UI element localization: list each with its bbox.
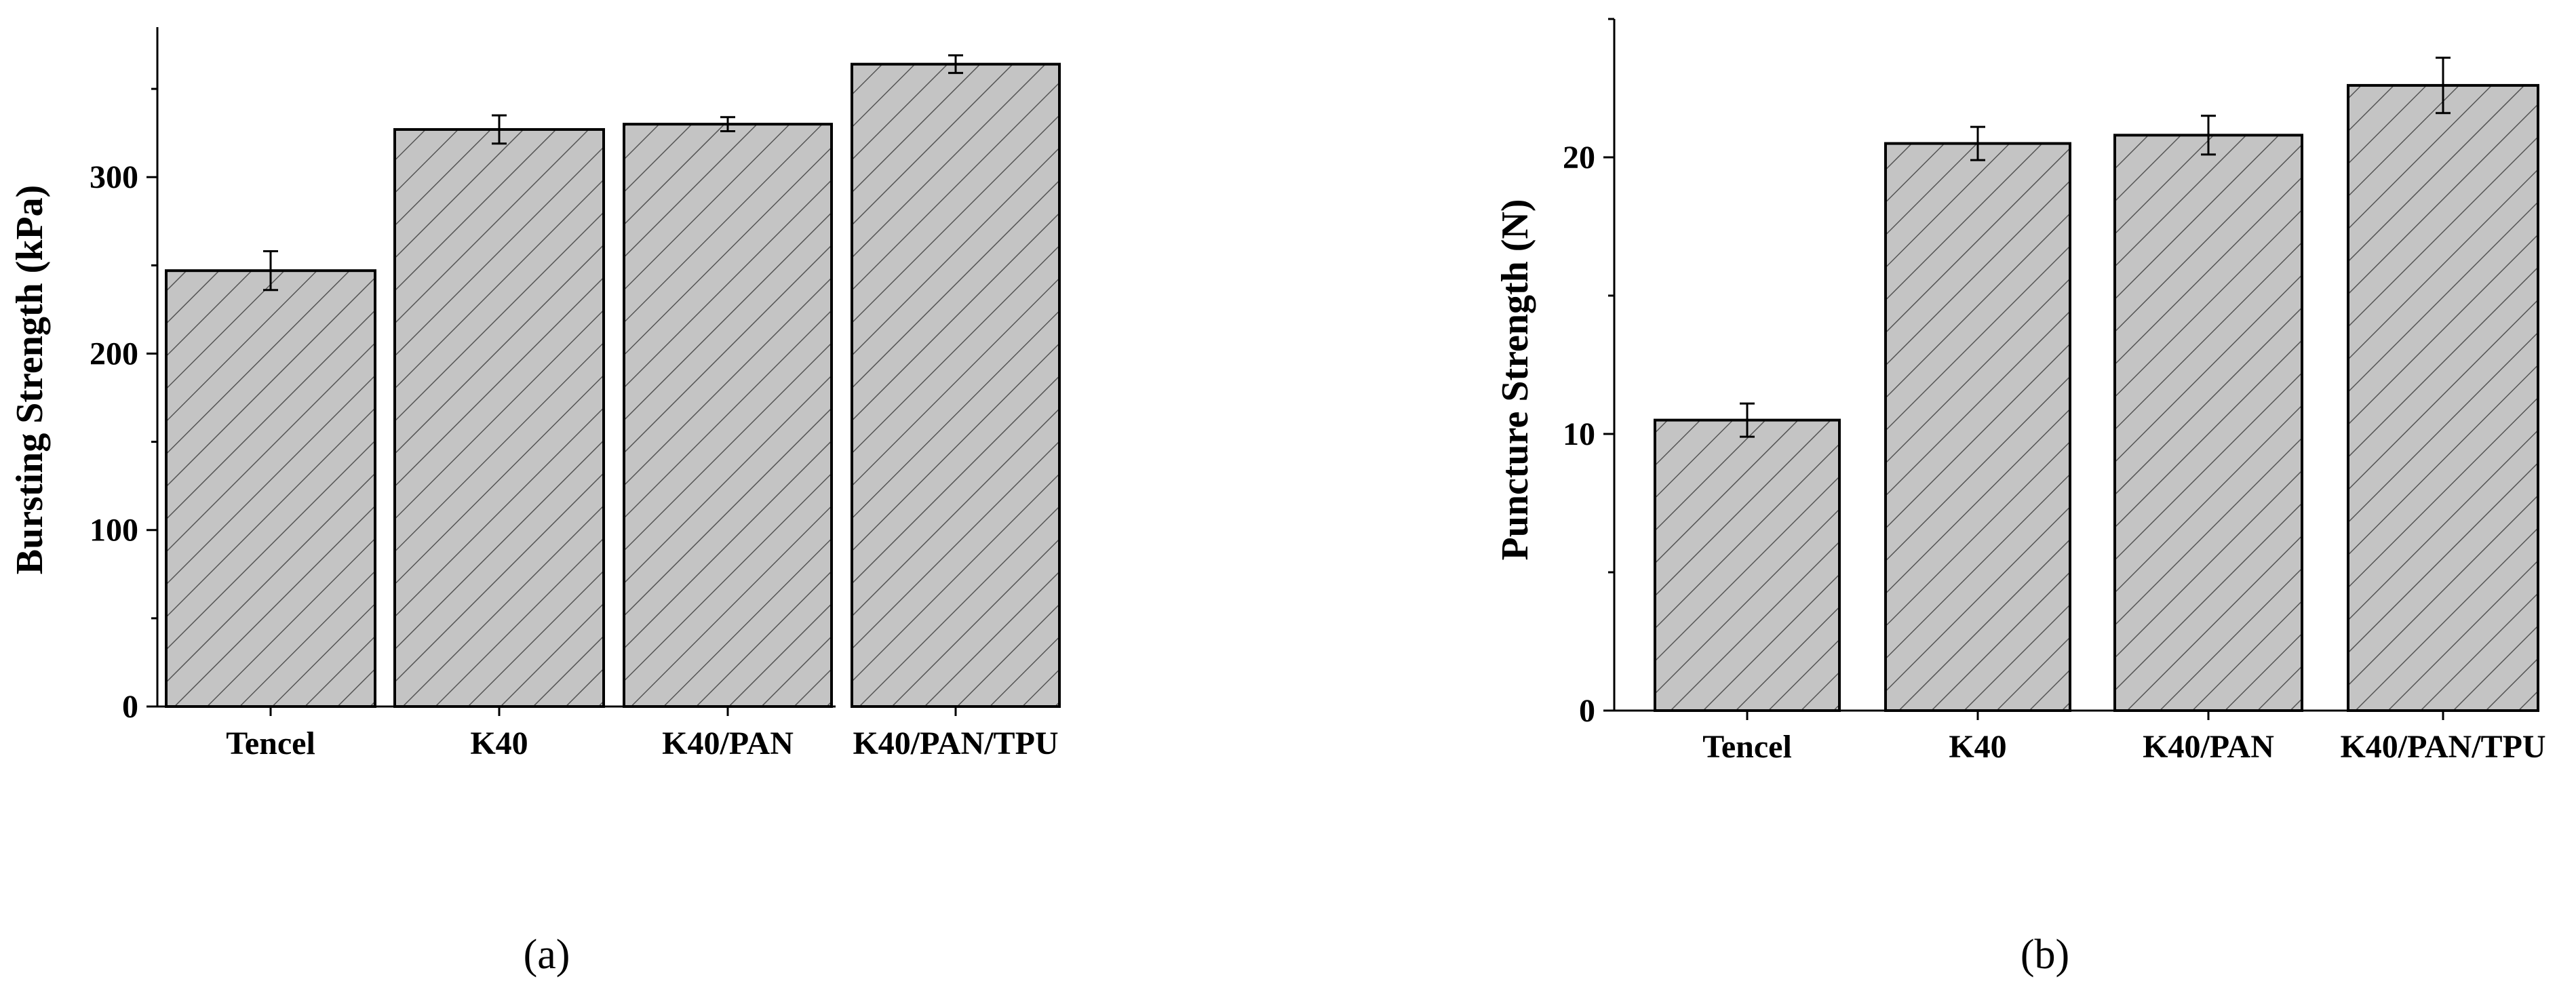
x-tick-label: Tencel bbox=[1702, 729, 1792, 765]
bar bbox=[2113, 134, 2303, 713]
x-tick-label: K40 bbox=[1949, 729, 2006, 765]
y-tick-label: 0 bbox=[1579, 693, 1595, 729]
y-tick-label: 20 bbox=[1563, 140, 1595, 176]
bar bbox=[851, 62, 1061, 709]
bar bbox=[623, 123, 833, 708]
puncture-strength-chart: Tencel K40 K40/PAN K40/PAN/TPU 0 10 20 Puncture… bbox=[1494, 18, 2546, 765]
panel-label-a: (a) bbox=[524, 932, 570, 978]
bar bbox=[1654, 418, 1841, 712]
x-tick-label: K40/PAN bbox=[662, 725, 794, 761]
y-tick-label: 0 bbox=[122, 689, 138, 725]
x-tick-label: K40/PAN/TPU bbox=[853, 725, 1058, 761]
x-tick-label: K40/PAN/TPU bbox=[2340, 729, 2545, 765]
x-tick-label: Tencel bbox=[226, 725, 315, 761]
y-axis-title: Puncture Strength (N) bbox=[1494, 199, 1536, 560]
y-tick-label: 300 bbox=[90, 159, 138, 195]
y-tick-label: 100 bbox=[90, 513, 138, 549]
bar bbox=[165, 269, 376, 708]
x-tick-label: K40 bbox=[470, 725, 528, 761]
panel-label-b: (b) bbox=[2021, 932, 2069, 978]
y-tick-label: 10 bbox=[1563, 416, 1595, 452]
bar bbox=[2347, 83, 2539, 713]
bar bbox=[393, 127, 605, 709]
bursting-strength-chart: Tencel K40 K40/PAN K40/PAN/TPU 0 100 200 300 Bur… bbox=[9, 27, 1061, 761]
bar bbox=[1884, 142, 2071, 713]
y-tick-label: 200 bbox=[90, 336, 138, 372]
y-axis-title: Bursting Strength (kPa) bbox=[9, 185, 51, 575]
x-tick-label: K40/PAN bbox=[2143, 729, 2274, 765]
